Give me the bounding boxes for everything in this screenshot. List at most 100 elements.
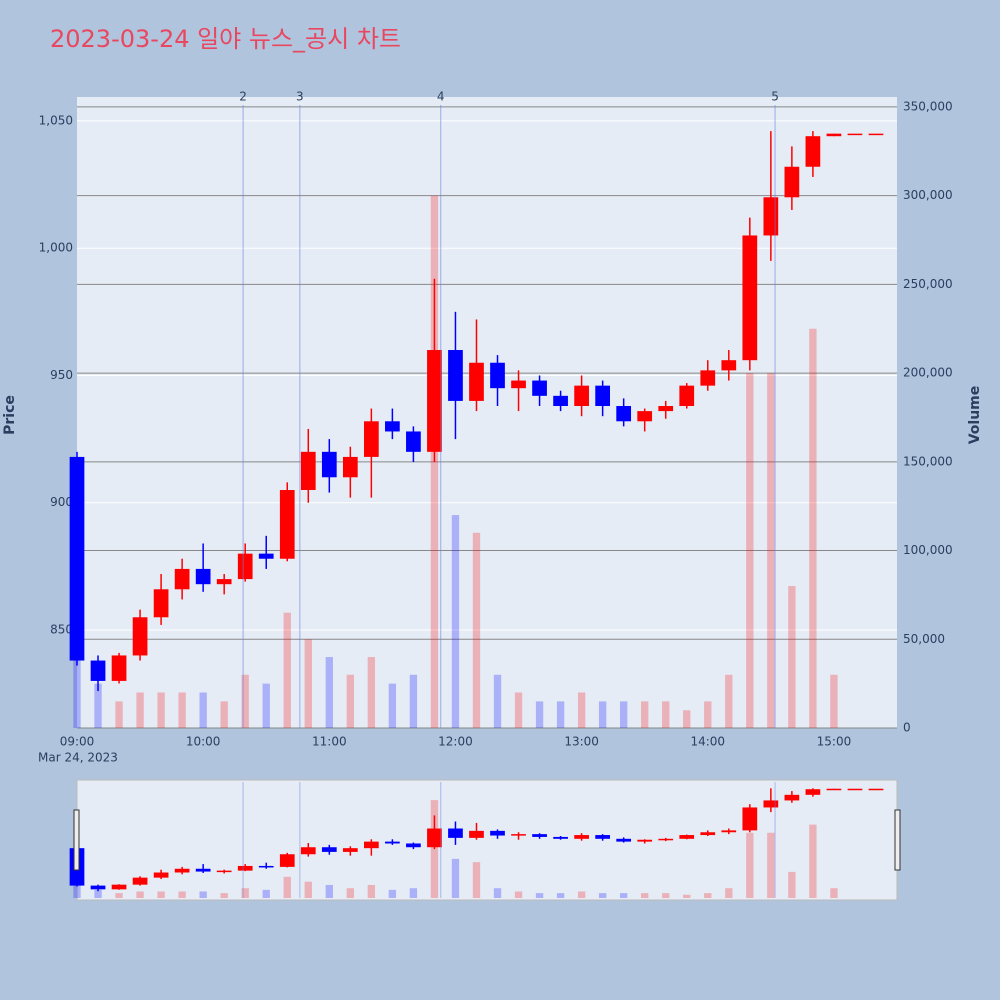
volume-bar (262, 683, 270, 728)
slider-volume-bar (178, 891, 186, 898)
volume-bar (346, 674, 355, 728)
candle-body (595, 385, 610, 407)
slider-candle-body (174, 868, 190, 873)
candle-body (111, 655, 127, 681)
volume-bar (325, 657, 333, 728)
slider-candle-body (321, 847, 337, 852)
candle-body (868, 133, 884, 136)
volume-bar (809, 328, 817, 728)
slider-candle-body (784, 794, 800, 801)
slider-candle-body (427, 828, 442, 848)
slider-volume-bar (725, 888, 733, 898)
slider-candle-body (742, 807, 758, 831)
slider-candle-body (195, 868, 211, 872)
volume-bar (136, 692, 144, 728)
slider-volume-bar (472, 862, 481, 898)
slider-volume-bar (325, 884, 333, 898)
slider-volume-bar (830, 888, 838, 898)
volume-bar (493, 674, 502, 728)
y-tick-label: 1,050 (39, 113, 73, 127)
date-label: Mar 24, 2023 (38, 751, 118, 765)
layer: 0 50,000 100,000 150,000 200,000 250,000 300,0… (39, 90, 953, 898)
news-label: 3 (296, 90, 304, 104)
slider-volume-bar (641, 893, 649, 898)
slider-volume-bar (683, 894, 691, 898)
slider-volume-bar (809, 824, 817, 898)
candle-body (342, 456, 358, 478)
volume-bar (409, 674, 418, 728)
candle-body (763, 197, 779, 236)
slider-candle-body (90, 885, 106, 890)
volume-bar (704, 701, 712, 728)
slider-candle-body (826, 788, 842, 791)
candle-body (784, 166, 800, 198)
candle-body (805, 136, 821, 167)
candle-body (448, 350, 463, 401)
x-tick-label: 14:00 (690, 735, 725, 749)
y2-tick-label: 350,000 (903, 99, 953, 113)
candle-body (279, 490, 295, 559)
x-tick-label: 12:00 (438, 735, 473, 749)
slider-candle-body (679, 835, 695, 839)
slider-volume-bar (493, 888, 502, 898)
slider-candle-body (763, 800, 779, 808)
slider-volume-bar (409, 888, 418, 898)
slider-handle[interactable] (894, 809, 901, 871)
y-axis-title: Price (2, 395, 18, 435)
candle-body (490, 362, 505, 389)
slider-volume-bar (115, 893, 123, 898)
candle-body (174, 568, 190, 590)
slider-volume-bar (535, 893, 544, 898)
y-tick-label: 1,000 (39, 241, 73, 255)
slider-volume-bar (73, 878, 81, 898)
slider-volume-bar (241, 888, 249, 898)
volume-bar (157, 692, 165, 728)
y2-tick-label: 250,000 (903, 277, 953, 291)
candle-body (237, 553, 253, 580)
slider-candle-body (469, 830, 484, 838)
candle-body (679, 385, 695, 407)
volume-bar (577, 692, 586, 728)
candle-body (300, 451, 316, 491)
volume-bar (662, 701, 670, 728)
slider-candle-body (721, 830, 737, 833)
slider-candle-body (448, 828, 463, 838)
volume-bar (451, 515, 460, 728)
slider-candle-body (616, 838, 632, 842)
slider-candle-body (805, 789, 821, 795)
y-tick-label: 850 (50, 623, 73, 637)
volume-bar (220, 701, 228, 728)
slider-volume-bar (598, 893, 607, 898)
candle-body (553, 395, 568, 407)
candle-body (469, 362, 484, 401)
slider-candle-body (490, 830, 505, 836)
volume-bar (788, 586, 796, 728)
slider-volume-bar (556, 893, 565, 898)
y-tick-label: 950 (50, 368, 73, 382)
slider-candle-body (132, 877, 148, 885)
slider-candle-body (153, 872, 169, 878)
candle-body (721, 360, 737, 371)
candle-body (216, 579, 232, 585)
candle-body (258, 553, 274, 559)
slider-volume-bar (262, 889, 270, 898)
slider-candle-body (385, 841, 400, 844)
slider-candle-body (637, 839, 653, 842)
candle-body (574, 385, 589, 407)
slider-handle[interactable] (73, 809, 80, 871)
slider-candle-body (532, 834, 547, 837)
range-slider (76, 779, 898, 901)
candle-body (406, 431, 421, 452)
news-label: 2 (239, 90, 247, 104)
slider-candle-body (216, 870, 232, 873)
slider-candle-body (342, 848, 358, 852)
slider-candle-body (300, 847, 316, 855)
volume-bar (830, 674, 838, 728)
slider-volume-bar (704, 893, 712, 898)
slider-volume-bar (388, 889, 397, 898)
y2-tick-label: 200,000 (903, 366, 953, 380)
slider-volume-bar (136, 891, 144, 898)
slider-candle-body (868, 788, 884, 791)
slider-candle-body (553, 836, 568, 839)
slider-candle-body (364, 841, 379, 849)
